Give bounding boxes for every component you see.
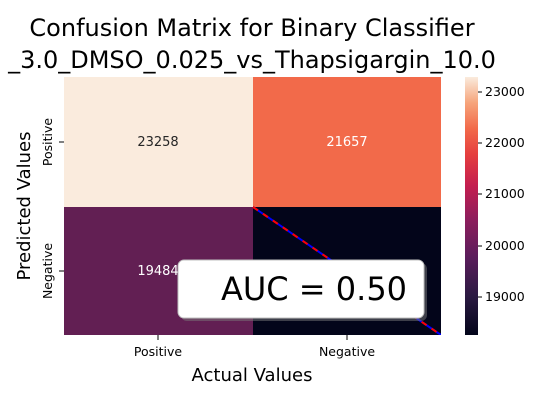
cell-label-pos-pos: 23258 [137, 135, 178, 150]
cell-label-neg-pos: 19484 [137, 264, 178, 279]
colorbar-tick-22000: 22000 [485, 135, 525, 150]
x-tick-negative: Negative [319, 344, 375, 359]
colorbar-tick-20000: 20000 [485, 238, 525, 253]
colorbar-tick-19000: 19000 [485, 289, 525, 304]
colorbar-tick-21000: 21000 [485, 186, 525, 201]
x-tick-positive: Positive [134, 344, 182, 359]
x-axis-label: Actual Values [192, 365, 313, 386]
auc-annotation: AUC = 0.50 [178, 260, 427, 321]
chart-title-line-2: _3.0_DMSO_0.025_vs_Thapsigargin_10.0 [7, 46, 496, 74]
auc-label: AUC = 0.50 [221, 270, 407, 308]
chart-title-line-1: Confusion Matrix for Binary Classifier [29, 14, 474, 42]
y-tick-negative: Negative [40, 243, 55, 299]
colorbar-ticks: 19000 20000 21000 22000 23000 [478, 84, 525, 304]
colorbar-tick-23000: 23000 [485, 84, 525, 99]
y-tick-positive: Positive [40, 118, 55, 166]
y-axis-label: Predicted Values [14, 131, 35, 280]
colorbar [465, 77, 478, 335]
cell-label-pos-neg: 21657 [326, 135, 367, 150]
